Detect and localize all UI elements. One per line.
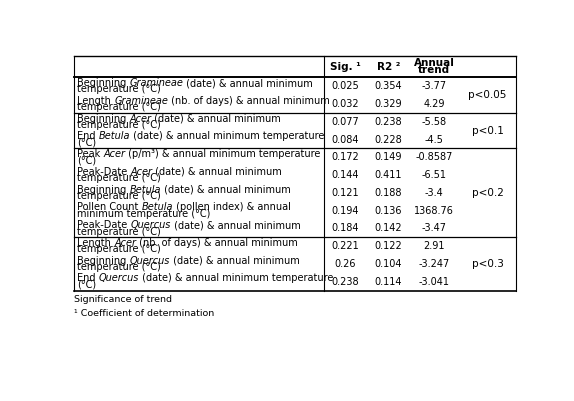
Text: 0.188: 0.188 (375, 188, 402, 198)
Text: 0.142: 0.142 (375, 223, 402, 233)
Text: Acer: Acer (114, 238, 136, 248)
Text: 4.29: 4.29 (424, 99, 445, 109)
Text: Betula: Betula (130, 185, 161, 195)
Text: (date) & annual minimum temperature: (date) & annual minimum temperature (139, 273, 333, 284)
Text: Sig. ¹: Sig. ¹ (330, 62, 360, 72)
Text: p<0.2: p<0.2 (472, 188, 503, 198)
Text: (date) & annual minimum temperature: (date) & annual minimum temperature (130, 132, 324, 142)
Text: -4.5: -4.5 (425, 135, 444, 145)
Text: ¹ Coefficient of determination: ¹ Coefficient of determination (74, 309, 214, 318)
Text: 0.122: 0.122 (375, 241, 402, 251)
Text: 0.26: 0.26 (335, 259, 356, 269)
Text: -3.77: -3.77 (422, 81, 447, 91)
Text: Beginning: Beginning (77, 256, 130, 266)
Text: Beginning: Beginning (77, 114, 130, 124)
Text: 0.411: 0.411 (375, 170, 402, 180)
Text: (nb. of days) & annual minimum: (nb. of days) & annual minimum (168, 96, 329, 106)
Text: temperature (°C): temperature (°C) (77, 85, 161, 95)
Text: temperature (°C): temperature (°C) (77, 173, 161, 183)
Text: Quercus: Quercus (99, 273, 139, 284)
Text: (date) & annual minimum: (date) & annual minimum (183, 78, 313, 88)
Text: (pollen index) & annual: (pollen index) & annual (173, 203, 291, 213)
Text: Betula: Betula (99, 132, 130, 142)
Text: Acer: Acer (130, 167, 153, 177)
Text: Quercus: Quercus (130, 256, 170, 266)
Text: 2.91: 2.91 (424, 241, 445, 251)
Text: 0.149: 0.149 (375, 152, 402, 162)
Text: trend: trend (418, 65, 451, 75)
Text: Beginning: Beginning (77, 78, 130, 88)
Text: -6.51: -6.51 (422, 170, 447, 180)
Text: Gramineae: Gramineae (130, 78, 183, 88)
Text: Annual: Annual (414, 58, 455, 68)
Text: temperature (°C): temperature (°C) (77, 102, 161, 112)
Text: p<0.3: p<0.3 (472, 259, 503, 269)
Text: 0.084: 0.084 (332, 135, 359, 145)
Text: End: End (77, 273, 99, 284)
Text: 0.144: 0.144 (332, 170, 359, 180)
Text: 0.329: 0.329 (375, 99, 402, 109)
Text: minimum temperature (°C): minimum temperature (°C) (77, 209, 211, 219)
Text: 0.114: 0.114 (375, 277, 402, 287)
Text: Acer: Acer (130, 114, 152, 124)
Text: -0.8587: -0.8587 (416, 152, 453, 162)
Text: Pollen Count: Pollen Count (77, 203, 142, 213)
Text: 0.194: 0.194 (332, 206, 359, 216)
Text: 0.221: 0.221 (331, 241, 359, 251)
Text: 0.104: 0.104 (375, 259, 402, 269)
Text: p<0.05: p<0.05 (468, 90, 507, 100)
Text: temperature (°C): temperature (°C) (77, 120, 161, 130)
Text: temperature (°C): temperature (°C) (77, 262, 161, 272)
Text: (p/m³) & annual minimum temperature: (p/m³) & annual minimum temperature (126, 149, 321, 159)
Text: Acer: Acer (103, 149, 126, 159)
Text: -3.247: -3.247 (418, 259, 450, 269)
Text: 0.136: 0.136 (375, 206, 402, 216)
Text: -5.58: -5.58 (422, 117, 447, 127)
Text: Peak-Date: Peak-Date (77, 167, 130, 177)
Text: End: End (77, 132, 99, 142)
Text: temperature (°C): temperature (°C) (77, 191, 161, 201)
Text: 0.228: 0.228 (375, 135, 402, 145)
Text: (nb. of days) & annual minimum: (nb. of days) & annual minimum (136, 238, 298, 248)
Text: (°C): (°C) (77, 156, 96, 166)
Text: -3.041: -3.041 (419, 277, 450, 287)
Text: (date) & annual minimum: (date) & annual minimum (170, 256, 300, 266)
Text: (°C): (°C) (77, 280, 96, 290)
Text: 0.032: 0.032 (332, 99, 359, 109)
Text: (date) & annual minimum: (date) & annual minimum (171, 220, 301, 230)
Text: Peak-Date: Peak-Date (77, 220, 130, 230)
Text: 0.077: 0.077 (331, 117, 359, 127)
Text: R2 ²: R2 ² (377, 62, 400, 72)
Text: 0.238: 0.238 (375, 117, 402, 127)
Text: -3.4: -3.4 (425, 188, 444, 198)
Text: Length: Length (77, 238, 114, 248)
Text: Betula: Betula (142, 203, 173, 213)
Text: (date) & annual minimum: (date) & annual minimum (153, 167, 282, 177)
Text: 0.121: 0.121 (332, 188, 359, 198)
Text: -3.47: -3.47 (422, 223, 447, 233)
Text: (date) & annual minimum: (date) & annual minimum (161, 185, 290, 195)
Text: Peak: Peak (77, 149, 103, 159)
Text: 1368.76: 1368.76 (414, 206, 454, 216)
Text: 0.354: 0.354 (375, 81, 402, 91)
Text: Significance of trend: Significance of trend (74, 295, 172, 304)
Text: Length: Length (77, 96, 114, 106)
Text: temperature (°C): temperature (°C) (77, 244, 161, 254)
Text: 0.172: 0.172 (331, 152, 359, 162)
Text: (°C): (°C) (77, 138, 96, 148)
Text: (date) & annual minimum: (date) & annual minimum (152, 114, 281, 124)
Text: temperature (°C): temperature (°C) (77, 227, 161, 237)
Text: 0.184: 0.184 (332, 223, 359, 233)
Text: 0.238: 0.238 (332, 277, 359, 287)
Text: Beginning: Beginning (77, 185, 130, 195)
Text: Quercus: Quercus (130, 220, 171, 230)
Text: p<0.1: p<0.1 (472, 126, 503, 136)
Text: 0.025: 0.025 (331, 81, 359, 91)
Text: Gramineae: Gramineae (114, 96, 168, 106)
